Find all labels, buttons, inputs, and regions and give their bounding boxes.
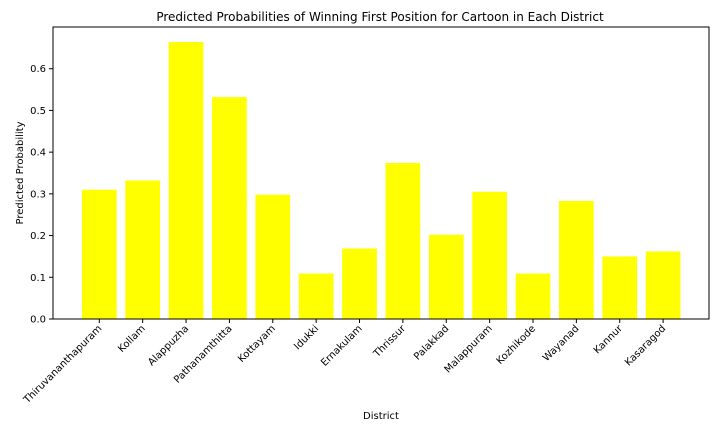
y-tick-label: 0.3 (30, 189, 46, 200)
x-tick-label: Kottayam (236, 323, 278, 365)
bar-kottayam (255, 194, 291, 319)
x-tick-label: Palakkad (412, 323, 451, 362)
x-tick-label: Kollam (116, 323, 148, 355)
bar-kozhikode (515, 273, 551, 319)
bar-wayanad (559, 200, 594, 319)
y-axis: 0.0 0.1 0.2 0.3 0.4 0.5 0.6 (30, 64, 53, 326)
bar-ernakulam (342, 248, 377, 319)
y-tick-label: 0.1 (30, 273, 46, 284)
x-tick-label: Ernakulam (319, 323, 364, 368)
bar-malappuram (472, 191, 507, 319)
x-tick-label: Alappuzha (146, 323, 191, 368)
bar-palakkad (428, 234, 464, 319)
x-axis-label: District (363, 411, 399, 422)
x-tick-label: Idukki (292, 323, 321, 352)
bar-alappuzha (168, 42, 204, 320)
x-tick-label: Kasaragod (623, 323, 668, 368)
x-tick-label: Kozhikode (495, 323, 539, 367)
y-axis-label: Predicted Probability (15, 121, 26, 224)
plot-frame (52, 26, 710, 320)
bar-thrissur (385, 162, 421, 319)
bar-idukki (298, 273, 334, 319)
y-tick-label: 0.5 (30, 106, 46, 117)
x-tick-label: Wayanad (541, 323, 581, 363)
x-axis: Thiruvananthapuram KollamAlappuzhaPathana… (21, 319, 668, 406)
bar-kannur (602, 256, 638, 319)
bar-thiruvananthapuram (81, 189, 117, 319)
x-tick-label: Thrissur (371, 323, 409, 361)
y-tick-label: 0.4 (30, 148, 46, 159)
y-tick-label: 0.2 (30, 231, 46, 242)
chart-title: Predicted Probabilities of Winning First… (156, 10, 604, 24)
bar-pathanamthitta (212, 97, 247, 319)
bar-kasaragod (645, 251, 681, 319)
bar-kollam (125, 180, 161, 319)
x-tick-label: Kannur (592, 323, 626, 357)
x-tick-label: Thiruvananthapuram (21, 323, 104, 406)
bars-group (81, 42, 681, 320)
y-tick-label: 0.0 (30, 315, 46, 326)
y-tick-label: 0.6 (30, 64, 46, 75)
